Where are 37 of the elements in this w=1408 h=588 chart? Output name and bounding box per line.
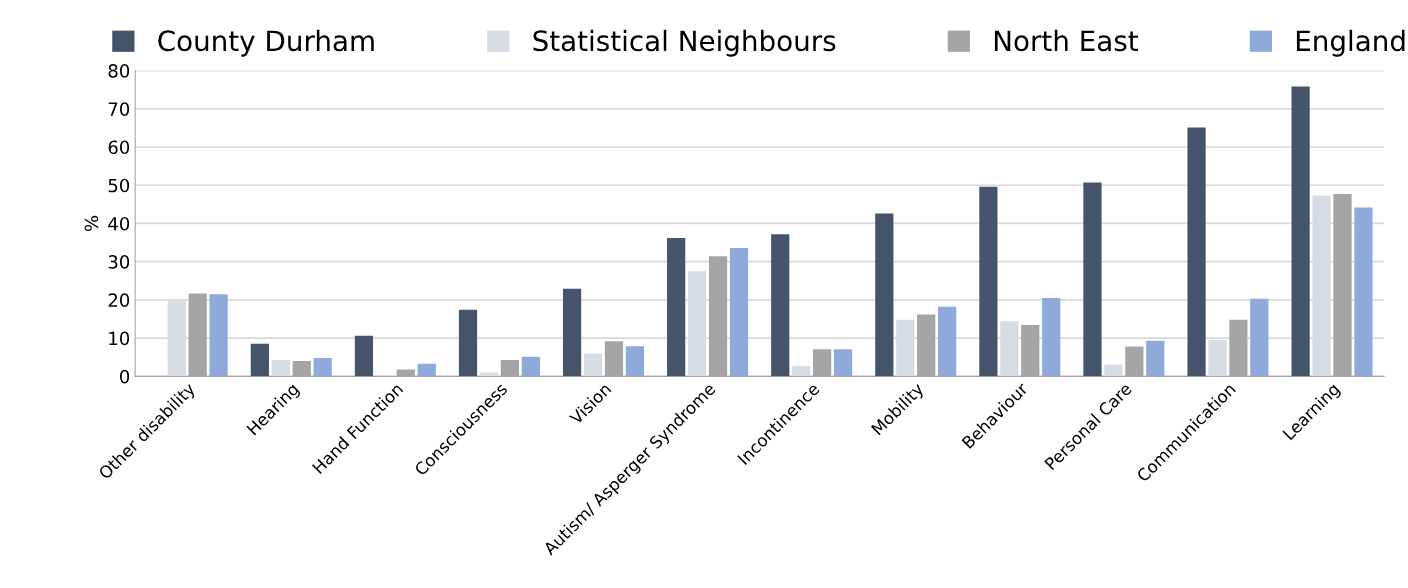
y-tick-label: 0 [120,369,130,384]
y-tick-label: 40 [108,216,130,231]
bar [771,234,790,377]
bar [625,346,645,377]
bar [875,213,894,377]
bar [1354,207,1373,377]
bar [1083,182,1102,377]
bar [938,306,957,377]
bar [250,343,269,377]
bar [417,363,436,377]
legend-label: England [1296,29,1405,57]
bar [521,356,540,377]
bar [209,294,228,377]
legend-label: Statistical Neighbours [533,29,836,57]
bar [354,335,374,377]
bar [1146,340,1165,377]
y-tick-label: 20 [108,293,130,307]
bar [458,309,478,377]
bar [1250,298,1269,377]
y-tick-label: 80 [108,64,130,78]
y-tick-label: 10 [109,331,130,346]
y-axis-title: % [84,215,99,232]
y-tick-label: 50 [108,178,130,193]
y-tick-label: 30 [108,255,130,269]
bar [1042,297,1061,377]
bar [729,247,749,377]
legend-label: North East [994,29,1138,52]
bar [667,237,686,377]
bar [1291,86,1310,377]
bar [562,288,582,377]
legend-label: County Durham [158,29,374,57]
bar [833,349,853,377]
bar [313,357,332,377]
y-tick-label: 60 [108,140,130,155]
bar [1187,127,1206,377]
bar [979,186,998,377]
y-tick-label: 70 [108,102,130,116]
